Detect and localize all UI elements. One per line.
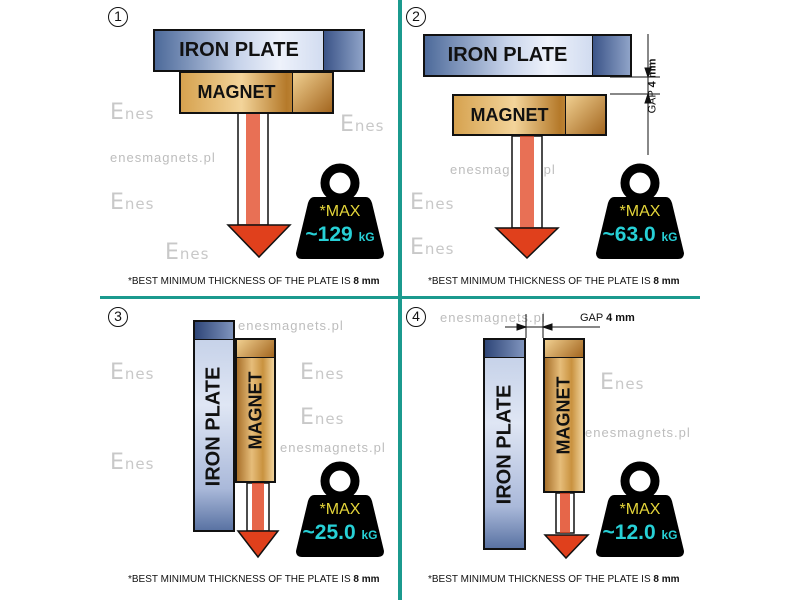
weight-3: *MAX ~25.0 kG <box>296 459 384 562</box>
gap-dimension-2 <box>610 34 660 155</box>
max-force-value: ~129 kG <box>305 223 375 246</box>
max-force-value: ~63.0 kG <box>602 223 678 246</box>
iron-plate-label: IRON PLATE <box>202 366 225 486</box>
iron-plate-label: IRON PLATE <box>447 44 568 66</box>
thickness-note-1: *BEST MINIMUM THICKNESS OF THE PLATE IS … <box>128 276 380 287</box>
magnet-4: MAGNET <box>543 338 585 493</box>
max-label: *MAX <box>319 203 361 220</box>
max-label: *MAX <box>319 501 361 518</box>
site-watermark: enesmagnets.pl <box>238 318 344 333</box>
enes-logo-watermark: Enes <box>340 112 385 137</box>
magnet-label: MAGNET <box>470 104 549 125</box>
site-watermark: enesmagnets.pl <box>110 150 216 165</box>
iron-plate-label: IRON PLATE <box>179 39 299 61</box>
force-arrow-2 <box>494 135 560 260</box>
vertical-divider <box>398 0 402 600</box>
site-watermark: enesmagnets.pl <box>280 440 386 455</box>
enes-logo-watermark: Enes <box>410 235 455 260</box>
enes-logo-watermark: Enes <box>110 450 155 475</box>
enes-logo-watermark: Enes <box>165 240 210 265</box>
gap-label-4: GAP 4 mm <box>580 312 635 324</box>
magnet-label: MAGNET <box>553 376 574 455</box>
horizontal-divider <box>100 296 700 299</box>
thickness-note-3: *BEST MINIMUM THICKNESS OF THE PLATE IS … <box>128 574 380 585</box>
enes-logo-watermark: Enes <box>300 360 345 385</box>
site-watermark: enesmagnets.pl <box>440 310 546 325</box>
weight-2: *MAX ~63.0 kG <box>596 161 684 264</box>
enes-logo-watermark: Enes <box>110 360 155 385</box>
weight-icon <box>296 163 384 259</box>
panel-number-3: 3 <box>108 307 128 327</box>
weight-1: *MAX ~129 kG <box>296 161 384 264</box>
panel-number-1: 1 <box>108 7 128 27</box>
force-arrow-4 <box>543 492 590 560</box>
max-label: *MAX <box>619 501 661 518</box>
thickness-note-2: *BEST MINIMUM THICKNESS OF THE PLATE IS … <box>428 276 680 287</box>
iron-plate-label: IRON PLATE <box>493 384 516 504</box>
thickness-note-4: *BEST MINIMUM THICKNESS OF THE PLATE IS … <box>428 574 680 585</box>
iron-plate-4: IRON PLATE <box>483 338 526 550</box>
max-force-value: ~12.0 kG <box>602 521 678 544</box>
magnet-1: MAGNET <box>179 71 334 114</box>
enes-logo-watermark: Enes <box>110 100 155 125</box>
panel-number-4: 4 <box>406 307 426 327</box>
enes-logo-watermark: Enes <box>600 370 645 395</box>
weight-icon <box>296 461 384 557</box>
enes-logo-watermark: Enes <box>110 190 155 215</box>
magnet-label: MAGNET <box>245 371 265 450</box>
gap-dimension-4 <box>505 314 600 338</box>
max-label: *MAX <box>619 203 661 220</box>
panel-number-2: 2 <box>406 7 426 27</box>
magnet-label: MAGNET <box>197 82 276 102</box>
enes-logo-watermark: Enes <box>410 190 455 215</box>
iron-plate-3: IRON PLATE <box>193 320 235 532</box>
magnet-2: MAGNET <box>452 94 607 136</box>
weight-4: *MAX ~12.0 kG <box>596 459 684 562</box>
force-arrow-1 <box>226 112 292 259</box>
magnet-3: MAGNET <box>235 338 276 483</box>
force-arrow-3 <box>236 482 280 559</box>
site-watermark: enesmagnets.pl <box>585 425 691 440</box>
weight-icon <box>596 163 684 259</box>
gap-label-2: GAP 4 mm <box>646 58 659 114</box>
weight-icon <box>596 461 684 557</box>
iron-plate-2: IRON PLATE <box>423 34 632 77</box>
enes-logo-watermark: Enes <box>300 405 345 430</box>
iron-plate-1: IRON PLATE <box>153 29 365 72</box>
max-force-value: ~25.0 kG <box>302 521 378 544</box>
